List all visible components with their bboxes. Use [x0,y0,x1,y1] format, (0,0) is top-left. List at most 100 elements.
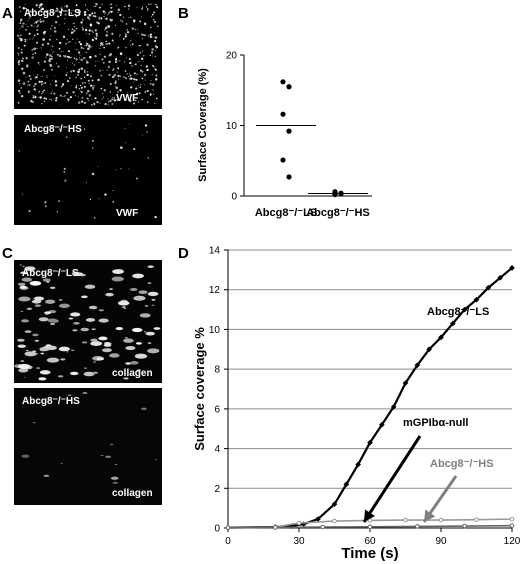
speckle [81,26,83,28]
speckle [149,82,152,85]
speckle [51,90,53,92]
speckle [60,463,64,465]
speckle [77,10,79,12]
panel-label-b: B [178,5,189,22]
speckle [115,85,117,87]
speckle [111,32,114,35]
speckle [131,65,133,67]
speckle [133,72,136,75]
speckle [20,271,27,275]
speckle [40,80,44,83]
speckle [87,10,89,12]
speckle [41,7,44,11]
speckle [92,31,94,33]
speckle [65,91,69,94]
speckle [133,103,134,104]
speckle [110,3,112,6]
speckle [146,89,149,92]
speckle [124,61,126,63]
speckle [58,47,61,50]
speckle [109,353,120,358]
speckle [149,35,152,38]
speckle [67,56,71,59]
speckle [155,78,158,81]
speckle [132,94,134,96]
speckle [32,53,34,55]
speckle [33,22,36,24]
speckle [17,79,21,82]
speckle [114,463,118,466]
speckle [38,90,41,93]
speckle [50,286,56,289]
speckle [66,351,69,353]
speckle [41,43,45,46]
speckle [33,47,36,50]
speckle [17,282,26,286]
speckle [141,6,144,8]
speckle [105,40,107,43]
speckle [88,17,91,20]
speckle [34,82,37,86]
speckle [21,454,30,458]
speckle [102,96,105,98]
speckle [26,9,28,11]
speckle [55,38,58,41]
speckle [24,40,27,43]
speckle [40,83,43,86]
speckle [88,305,98,310]
speckle [98,336,108,341]
speckle [82,82,84,84]
speckle [104,193,107,196]
speckle [75,85,78,87]
speckle [74,95,76,97]
speckle-layer-a1 [17,2,159,106]
speckle [20,360,25,362]
speckle [25,57,28,60]
speckle [99,44,102,47]
speckle [83,69,86,72]
speckle [138,45,141,47]
speckle [99,48,101,50]
speckle [105,34,109,37]
speckle [24,376,26,378]
speckle [143,34,146,37]
speckle [124,337,128,339]
speckle [121,20,124,23]
speckle [112,201,115,203]
speckle [147,348,160,354]
speckle [63,171,66,173]
x-tick-label: 90 [435,536,447,547]
speckle [18,63,20,66]
speckle-layer-c2 [21,392,158,484]
speckle [79,54,81,56]
speckle [41,76,43,78]
speckle [126,73,128,75]
speckle [66,38,68,40]
speckle [154,4,156,6]
data-point [320,524,325,530]
data-point [280,111,286,117]
speckle [19,92,21,95]
speckle [100,16,102,19]
data-point [438,334,444,341]
speckle [94,15,96,17]
speckle [94,54,97,58]
speckle [43,34,45,36]
speckle [83,71,86,73]
speckle [117,74,120,78]
speckle [29,10,32,13]
speckle [103,16,105,18]
speckle [46,53,49,56]
speckle [133,19,136,22]
speckle [119,75,122,78]
speckle [94,64,97,67]
speckle [123,308,126,309]
speckle [124,70,127,72]
speckle [144,124,148,127]
speckle [95,35,98,37]
speckle [72,329,78,332]
speckle [18,150,20,152]
data-point [332,189,338,196]
speckle [41,102,43,105]
speckle [91,98,93,100]
